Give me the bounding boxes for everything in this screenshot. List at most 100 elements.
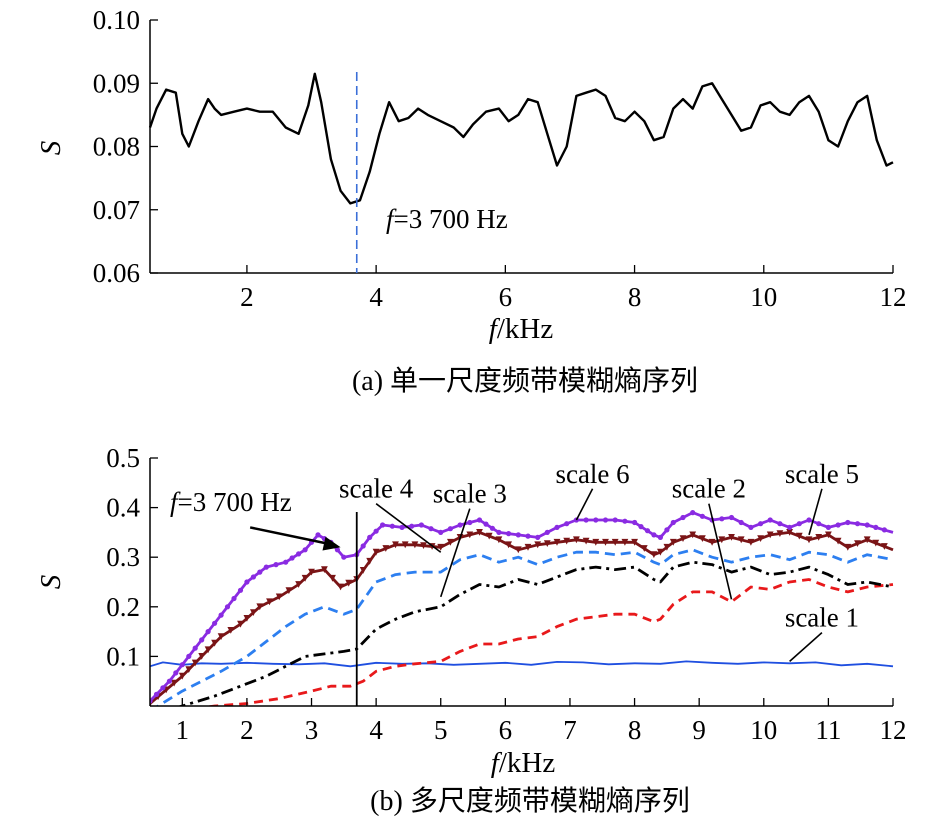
label-scale-3: scale 3 (433, 479, 507, 509)
series-point-scale-5 (401, 541, 409, 549)
series-point-scale-5 (227, 627, 235, 634)
panel-b-x-tick-label: 2 (240, 715, 254, 745)
series-point-scale-6 (602, 517, 609, 523)
series-point-scale-5 (337, 583, 344, 591)
panel-a-x-tick-label: 8 (628, 282, 642, 312)
series-point-scale-6 (835, 522, 841, 528)
series-point-scale-6 (506, 531, 512, 537)
series-point-scale-6 (173, 670, 179, 676)
series-point-scale-5 (592, 538, 600, 546)
series-point-scale-6 (758, 521, 764, 527)
panel-b-y-tick-label: 0.4 (106, 493, 140, 523)
series-point-scale-6 (250, 574, 256, 580)
series-point-scale-5 (295, 581, 302, 588)
panel-a-y-tick-label: 0.10 (93, 5, 140, 35)
series-point-scale-6 (428, 526, 434, 532)
panel-a-series-line (148, 72, 894, 205)
series-point-scale-6 (380, 522, 386, 528)
leader-line-scale-3 (439, 508, 471, 598)
series-point-scale-5 (815, 534, 823, 541)
series-point-scale-6 (224, 604, 231, 610)
panel-b-x-tick-label: 4 (369, 715, 383, 745)
series-point-scale-6 (153, 691, 160, 698)
series-point-scale-6 (612, 517, 618, 523)
series-point-scale-6 (515, 532, 521, 538)
series-point-scale-6 (670, 519, 676, 526)
series-point-scale-5 (321, 566, 328, 573)
series-point-scale-5 (191, 659, 199, 667)
series-point-scale-5 (485, 532, 493, 540)
series-point-scale-5 (611, 538, 619, 546)
series-point-scale-5 (185, 666, 193, 673)
series-point-scale-6 (535, 534, 541, 541)
panel-b-frequency-annotation: f=3 700 Hz (170, 487, 292, 517)
series-point-scale-6 (467, 519, 473, 526)
series-point-scale-5 (524, 543, 532, 551)
series-point-scale-5 (805, 536, 813, 544)
series-line-scale-3 (177, 560, 894, 706)
series-point-scale-6 (699, 513, 706, 519)
leader-line-scale-5 (808, 488, 823, 536)
series-point-scale-5 (631, 538, 638, 546)
series-point-scale-6 (199, 637, 205, 643)
series-point-scale-6 (864, 522, 870, 528)
series-point-scale-6 (263, 564, 269, 570)
panel-b-x-tick-label: 6 (499, 715, 513, 745)
series-point-scale-6 (283, 559, 289, 565)
series-point-scale-5 (757, 535, 764, 542)
series-point-scale-5 (621, 538, 629, 546)
series-point-scale-5 (466, 531, 474, 539)
series-point-scale-5 (795, 532, 803, 540)
series-point-scale-5 (198, 653, 206, 660)
panel-a-y-tick-label: 0.07 (93, 195, 140, 225)
series-point-scale-6 (373, 528, 379, 534)
series-point-scale-5 (872, 539, 880, 547)
series-point-scale-6 (651, 532, 657, 538)
panel-a-x-tick-label: 6 (499, 282, 513, 312)
series-point-scale-6 (341, 554, 347, 560)
panel-a-y-tick-label: 0.08 (93, 132, 140, 162)
series-scale-1 (150, 660, 894, 668)
series-point-scale-5 (640, 545, 648, 552)
series-point-scale-5 (737, 536, 745, 544)
series-point-scale-6 (418, 522, 424, 528)
series-point-scale-5 (308, 568, 315, 576)
series-point-scale-6 (389, 523, 395, 529)
series-point-scale-5 (243, 615, 251, 622)
series-point-scale-5 (563, 537, 571, 545)
series-point-scale-5 (553, 538, 561, 546)
series-point-scale-5 (881, 543, 888, 550)
series-scale-4 (155, 548, 894, 706)
series-point-scale-5 (699, 535, 706, 542)
series-point-scale-6 (680, 514, 686, 521)
series-point-scale-6 (257, 569, 263, 575)
panel-a-xlabel: f/kHz (489, 313, 554, 345)
series-point-scale-6 (447, 526, 453, 532)
panel-a-y-tick-label: 0.06 (93, 258, 140, 288)
series-scale-6 (150, 509, 894, 704)
label-scale-2: scale 2 (672, 474, 746, 504)
series-point-scale-5 (514, 546, 522, 554)
label-scale-4: scale 4 (339, 474, 414, 504)
series-point-scale-6 (719, 516, 725, 522)
series-point-scale-6 (205, 629, 211, 635)
series-point-scale-6 (231, 595, 237, 602)
leader-line-scale-1 (789, 632, 823, 662)
panel-b-y-tick-label: 0.2 (106, 592, 140, 622)
series-point-scale-5 (495, 536, 503, 544)
series-point-scale-5 (776, 530, 784, 537)
series-point-scale-6 (476, 517, 483, 523)
label-scale-6: scale 6 (555, 459, 629, 489)
panel-b-x-tick-label: 10 (750, 715, 777, 745)
series-point-scale-5 (582, 537, 590, 545)
series-point-scale-6 (360, 543, 366, 549)
series-point-scale-6 (796, 521, 802, 527)
series-point-scale-6 (564, 521, 570, 527)
panel-b-x-tick-label: 5 (434, 715, 448, 745)
series-point-scale-6 (296, 551, 302, 557)
series-point-scale-5 (178, 672, 186, 680)
series-point-scale-6 (657, 534, 664, 541)
panel-a-x-tick-label: 2 (240, 282, 254, 312)
series-point-scale-5 (534, 541, 542, 549)
series-point-scale-6 (767, 517, 773, 523)
